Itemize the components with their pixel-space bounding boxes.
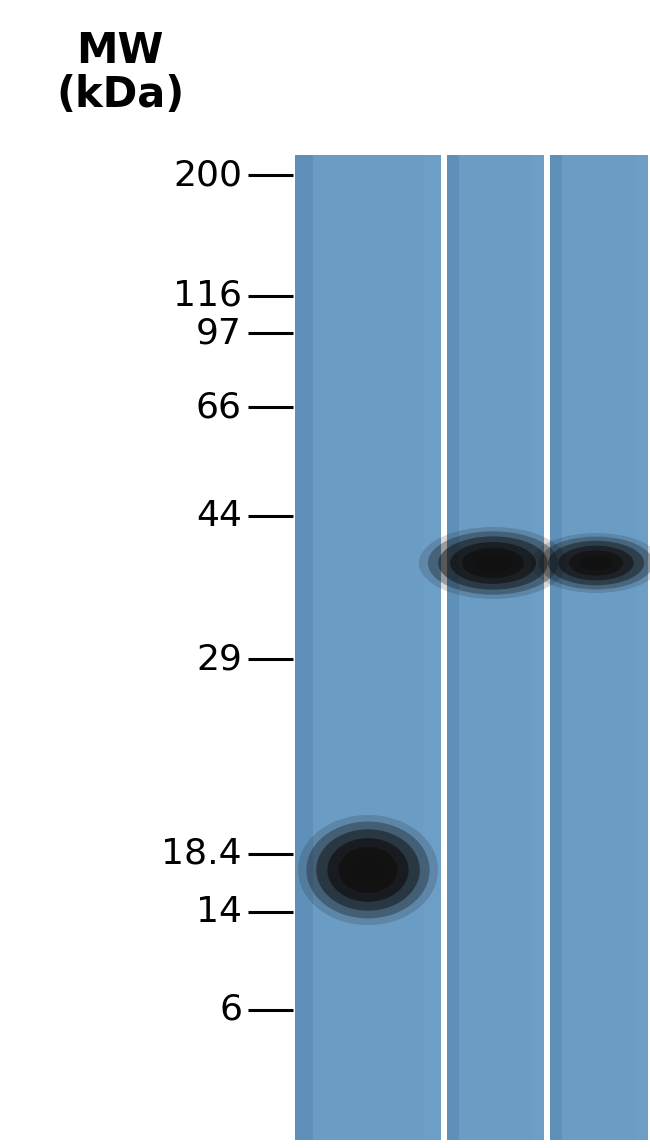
Ellipse shape [548,541,644,585]
Bar [447,155,544,1140]
Text: 6: 6 [219,993,242,1027]
Text: 29: 29 [196,642,242,676]
Ellipse shape [428,532,558,595]
Text: MW
(kDa): MW (kDa) [56,30,184,116]
Ellipse shape [438,536,548,590]
Bar [636,155,648,1140]
Text: 116: 116 [173,279,242,313]
Text: 44: 44 [196,499,242,533]
Ellipse shape [350,855,386,884]
Ellipse shape [298,815,438,925]
Ellipse shape [328,838,409,902]
Bar [295,155,313,1140]
Ellipse shape [462,548,524,579]
Ellipse shape [474,553,512,573]
Ellipse shape [450,542,536,584]
Bar [550,155,648,1140]
Ellipse shape [306,822,430,918]
Ellipse shape [419,527,567,599]
Text: 200: 200 [173,158,242,192]
Ellipse shape [339,847,397,893]
Text: 66: 66 [196,390,242,424]
Text: 18.4: 18.4 [161,837,242,871]
Ellipse shape [316,829,420,910]
Bar [295,155,441,1140]
Ellipse shape [531,533,650,594]
Ellipse shape [579,556,613,571]
Bar [424,155,441,1140]
Ellipse shape [539,536,650,589]
Bar [550,155,562,1140]
Bar [532,155,544,1140]
Ellipse shape [569,550,623,575]
Bar [447,155,459,1140]
Text: 97: 97 [196,316,242,350]
Text: 14: 14 [196,895,242,929]
Ellipse shape [558,545,634,581]
